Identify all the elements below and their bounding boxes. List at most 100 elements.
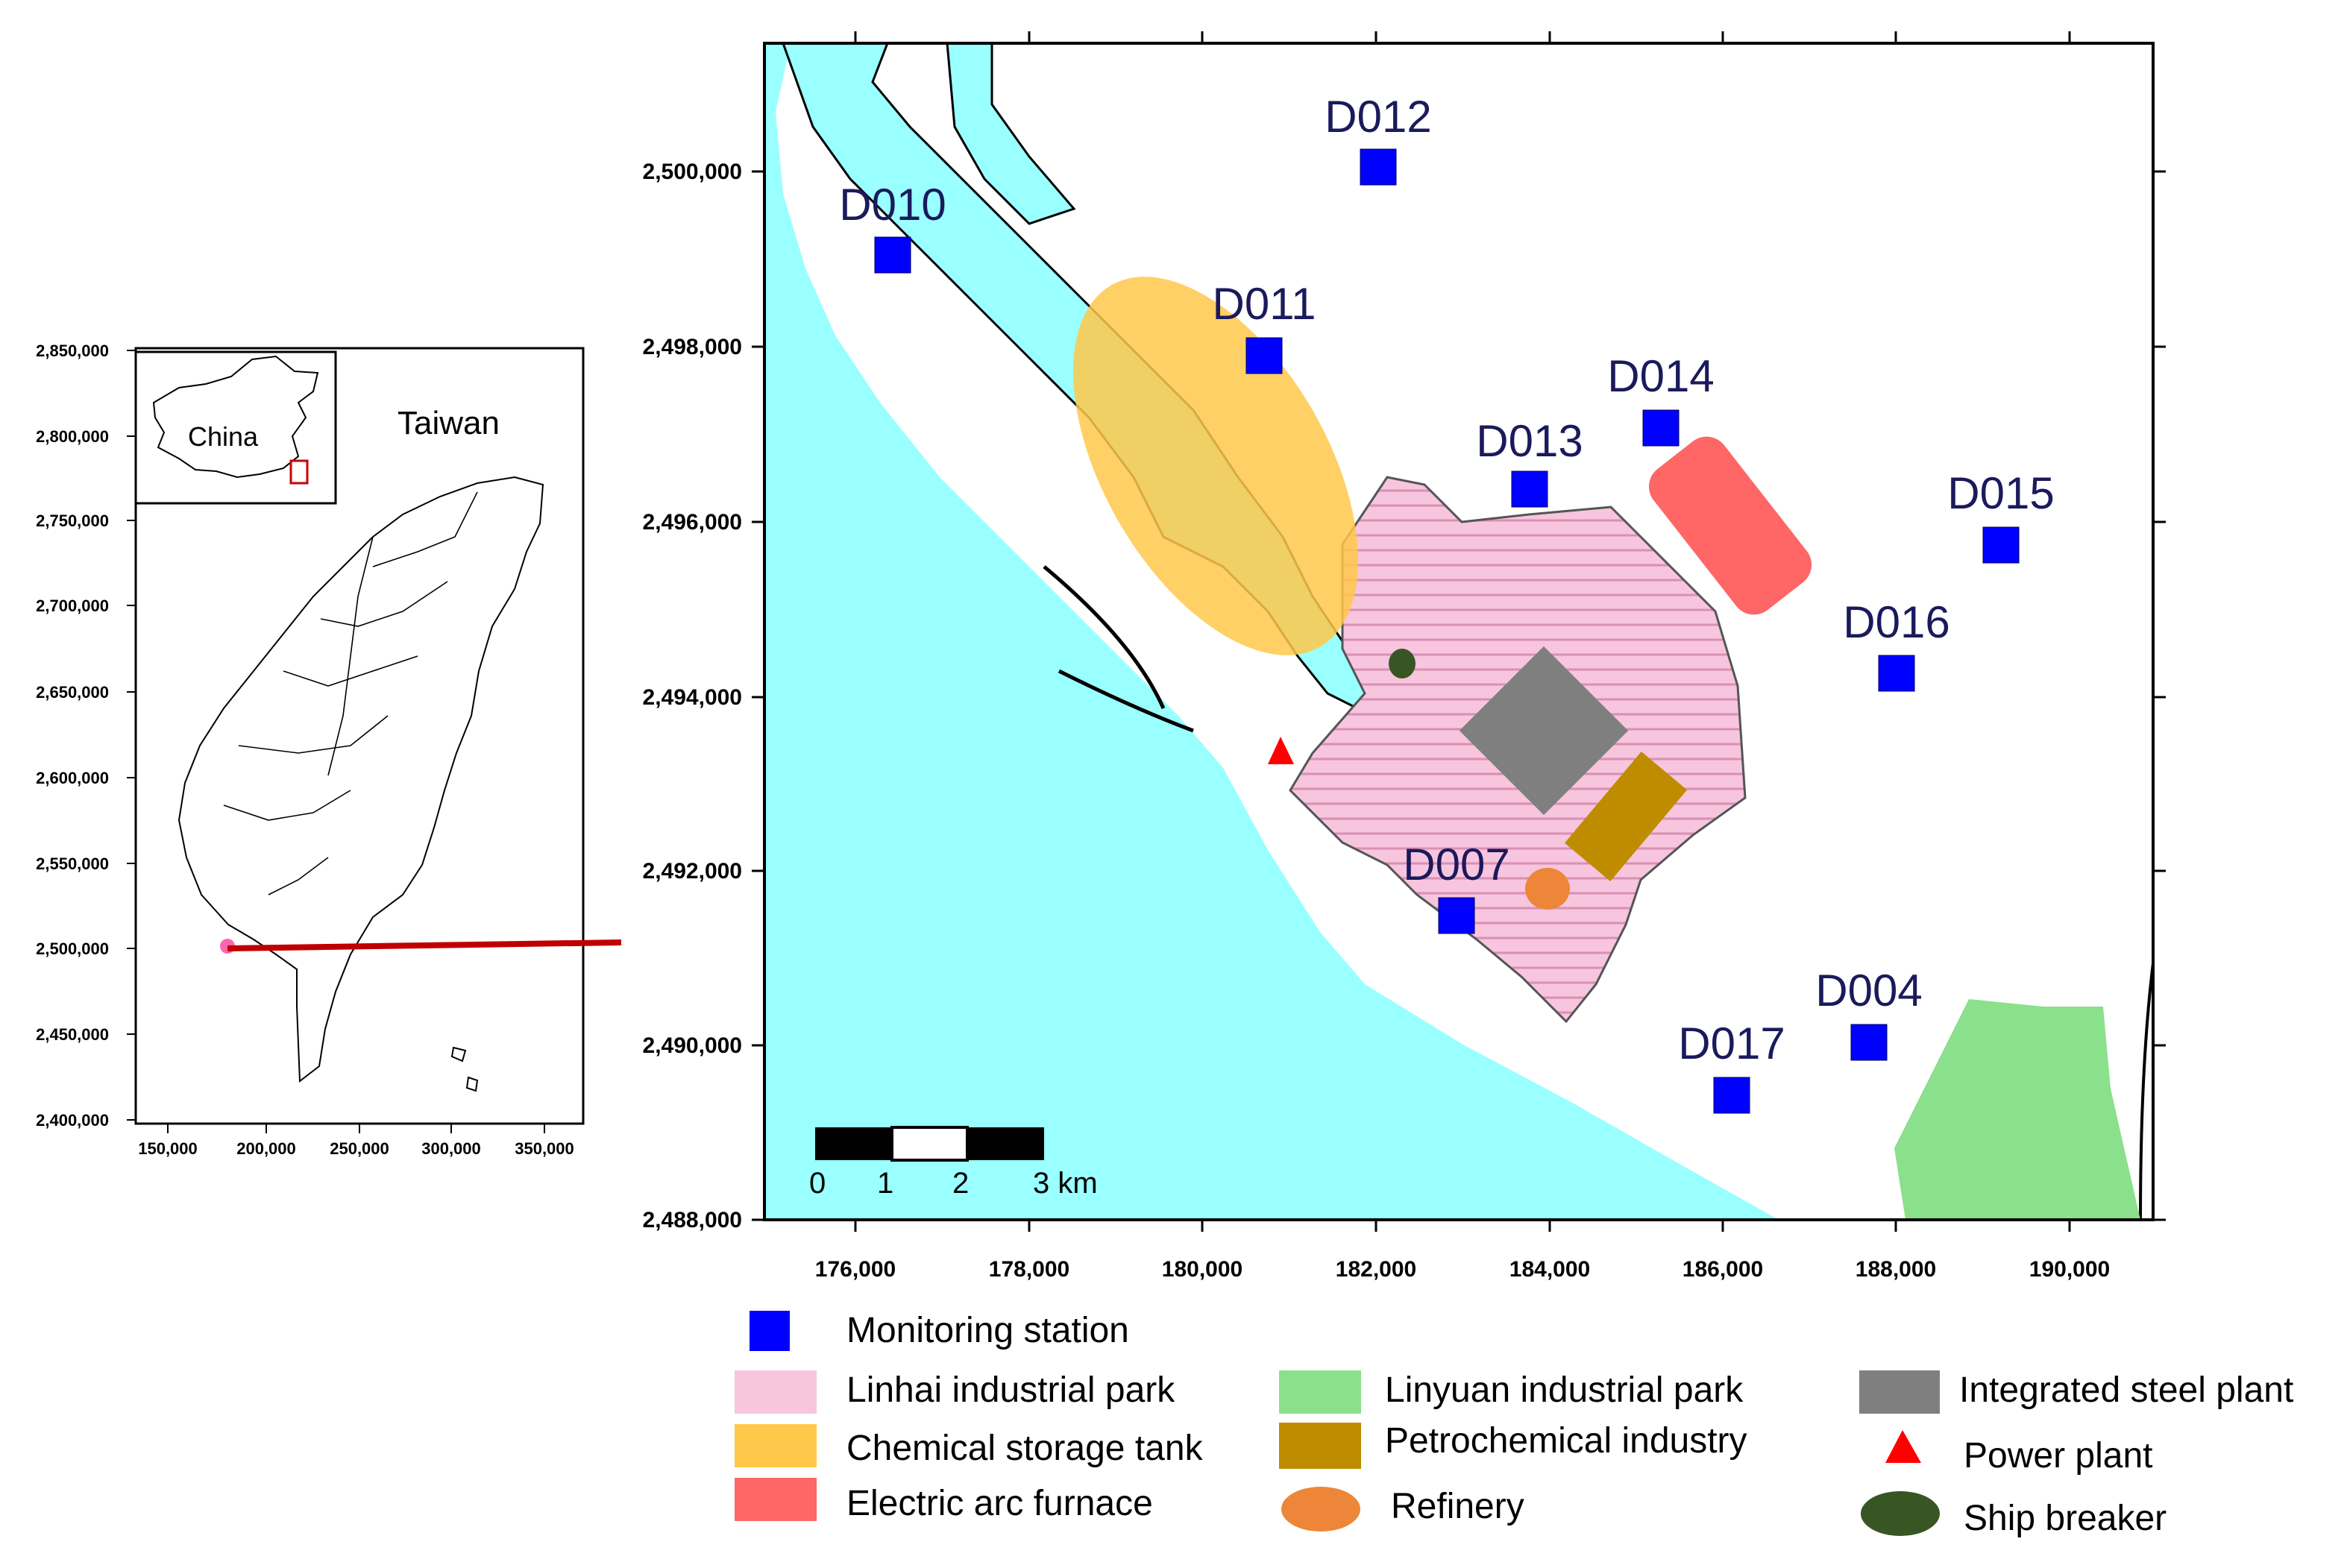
electric-arc-furnace <box>1648 436 1812 615</box>
inset-y-tick-label: 2,700,000 <box>36 596 109 615</box>
inset-y-axis: 2,850,000 2,800,000 2,750,000 2,700,000 2,65… <box>36 341 136 1130</box>
inset-y-tick-label: 2,600,000 <box>36 769 109 787</box>
station-marker-d004 <box>1850 1024 1888 1061</box>
inset-y-tick-label: 2,800,000 <box>36 427 109 446</box>
legend-label-ship: Ship breaker <box>1964 1499 2167 1538</box>
station-label-d016: D016 <box>1843 597 1949 647</box>
legend-label-station: Monitoring station <box>846 1311 1129 1350</box>
breakwater <box>1043 565 1194 733</box>
main-x-tick-label: 184,000 <box>1509 1257 1590 1282</box>
station-marker-d013 <box>1511 470 1548 508</box>
inset-y-tick-label: 2,550,000 <box>36 854 109 873</box>
inset-x-tick-label: 300,000 <box>421 1139 481 1158</box>
station-marker-d012 <box>1360 148 1397 186</box>
island-green <box>450 1046 467 1062</box>
main-y-tick-label: 2,492,000 <box>643 859 742 884</box>
taiwan-outline <box>177 476 544 1083</box>
ship-breaker <box>1389 649 1416 678</box>
main-y-tick-label: 2,498,000 <box>643 335 742 359</box>
legend: Monitoring station Linhai industrial par… <box>735 1311 2293 1538</box>
legend-swatch-linhai <box>735 1370 817 1414</box>
legend-swatch-linyuan <box>1279 1370 1361 1414</box>
main-x-axis: 176,000 178,000 180,000 182,000 184,000 186,0… <box>815 31 2110 1282</box>
sea <box>764 43 1779 1220</box>
scale-label-1: 1 <box>877 1167 893 1200</box>
station-label-d010: D010 <box>839 180 946 230</box>
china-label: China <box>188 421 259 452</box>
legend-label-eaf: Electric arc furnace <box>846 1484 1153 1523</box>
station-label-d012: D012 <box>1325 92 1431 142</box>
scale-label-3: 3 km <box>1033 1167 1098 1200</box>
station-marker-d007 <box>1438 897 1475 934</box>
locator-line <box>227 939 622 951</box>
inset-y-tick-label: 2,400,000 <box>36 1111 109 1130</box>
main-x-tick-label: 190,000 <box>2029 1257 2110 1282</box>
station-marker-d016 <box>1878 655 1915 692</box>
legend-swatch-eaf <box>735 1478 817 1521</box>
legend-swatch-steel <box>1859 1370 1940 1414</box>
station-label-d011: D011 <box>1213 279 1316 329</box>
island-orchid <box>465 1076 479 1092</box>
inset-y-tick-label: 2,850,000 <box>36 341 109 360</box>
legend-label-linhai: Linhai industrial park <box>846 1370 1175 1410</box>
legend-label-refinery: Refinery <box>1391 1487 1524 1526</box>
station-label-d014: D014 <box>1607 351 1714 401</box>
legend-label-steel: Integrated steel plant <box>1959 1370 2293 1410</box>
main-x-tick-label: 178,000 <box>989 1257 1069 1282</box>
refinery <box>1525 868 1570 910</box>
scale-label-2: 2 <box>952 1167 969 1200</box>
station-marker-d011 <box>1245 337 1283 374</box>
main-y-tick-label: 2,490,000 <box>643 1033 742 1058</box>
inset-x-axis: 150,000 200,000 250,000 300,000 350,000 <box>138 1124 574 1158</box>
station-marker-d014 <box>1642 409 1680 447</box>
inset-map: China Taiwan 2,850,000 2,800,000 2,750,000… <box>36 341 622 1158</box>
petrochemical-industry <box>1564 752 1688 881</box>
taiwan-label: Taiwan <box>398 405 500 441</box>
inset-y-tick-label: 2,650,000 <box>36 683 109 702</box>
harbor-basin-north <box>946 43 1076 225</box>
scale-segment-3 <box>967 1127 1044 1160</box>
scale-bar: 0 1 2 3 km <box>809 1126 1098 1200</box>
inset-x-tick-label: 250,000 <box>330 1139 389 1158</box>
legend-swatch-ship <box>1861 1491 1940 1536</box>
station-marker-d010 <box>874 236 911 274</box>
scale-segment-1 <box>815 1127 892 1160</box>
main-x-tick-label: 188,000 <box>1856 1257 1936 1282</box>
main-y-axis: 2,500,000 2,498,000 2,496,000 2,494,000 2,49… <box>643 160 2166 1232</box>
main-y-tick-label: 2,500,000 <box>643 160 742 184</box>
chemical-storage-tank <box>1073 277 1358 655</box>
station-marker-d015 <box>1982 526 2020 564</box>
station-label-d017: D017 <box>1678 1018 1785 1068</box>
inset-y-tick-label: 2,750,000 <box>36 511 109 530</box>
legend-swatch-petrochemical <box>1279 1423 1361 1469</box>
map-frame <box>763 42 2155 1221</box>
main-x-tick-label: 180,000 <box>1162 1257 1242 1282</box>
scale-segment-2 <box>890 1126 969 1162</box>
legend-swatch-station <box>750 1311 790 1351</box>
county-borders <box>223 491 478 895</box>
inset-y-tick-label: 2,450,000 <box>36 1025 109 1044</box>
inset-x-tick-label: 350,000 <box>515 1139 574 1158</box>
station-label-d013: D013 <box>1476 416 1583 466</box>
legend-swatch-refinery <box>1281 1487 1360 1531</box>
china-outline <box>152 355 319 479</box>
scale-label-0: 0 <box>809 1167 826 1200</box>
station-label-d004: D004 <box>1815 966 1922 1016</box>
taiwan-highlight-box <box>289 459 309 485</box>
legend-swatch-chemical <box>735 1424 817 1467</box>
monitoring-stations: D010 D012 D011 D014 D013 D015 D016 D007 D004 D017 <box>839 92 2055 1114</box>
legend-swatch-power <box>1885 1430 1921 1463</box>
power-plant <box>1268 737 1294 764</box>
legend-label-power: Power plant <box>1964 1436 2152 1476</box>
station-marker-d017 <box>1713 1077 1750 1114</box>
main-x-tick-label: 176,000 <box>815 1257 896 1282</box>
legend-label-chemical: Chemical storage tank <box>846 1429 1204 1468</box>
legend-label-linyuan: Linyuan industrial park <box>1385 1370 1744 1410</box>
main-x-tick-label: 182,000 <box>1336 1257 1416 1282</box>
main-y-tick-label: 2,488,000 <box>643 1208 742 1232</box>
inset-y-tick-label: 2,500,000 <box>36 939 109 958</box>
inset-x-tick-label: 150,000 <box>138 1139 198 1158</box>
station-label-d015: D015 <box>1947 468 2054 518</box>
main-x-tick-label: 186,000 <box>1683 1257 1763 1282</box>
